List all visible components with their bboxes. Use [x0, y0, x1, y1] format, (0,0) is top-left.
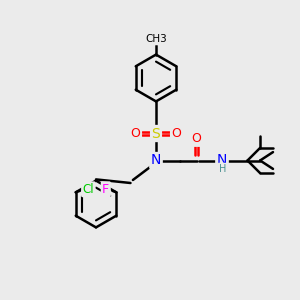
Text: O: O — [192, 132, 201, 146]
Text: CH3: CH3 — [145, 34, 167, 44]
Text: F: F — [102, 183, 109, 196]
Text: N: N — [217, 154, 227, 167]
Text: S: S — [152, 127, 160, 140]
Text: O: O — [131, 127, 140, 140]
Text: O: O — [172, 127, 181, 140]
Text: N: N — [151, 154, 161, 167]
Text: H: H — [219, 164, 226, 174]
Text: Cl: Cl — [82, 183, 94, 196]
